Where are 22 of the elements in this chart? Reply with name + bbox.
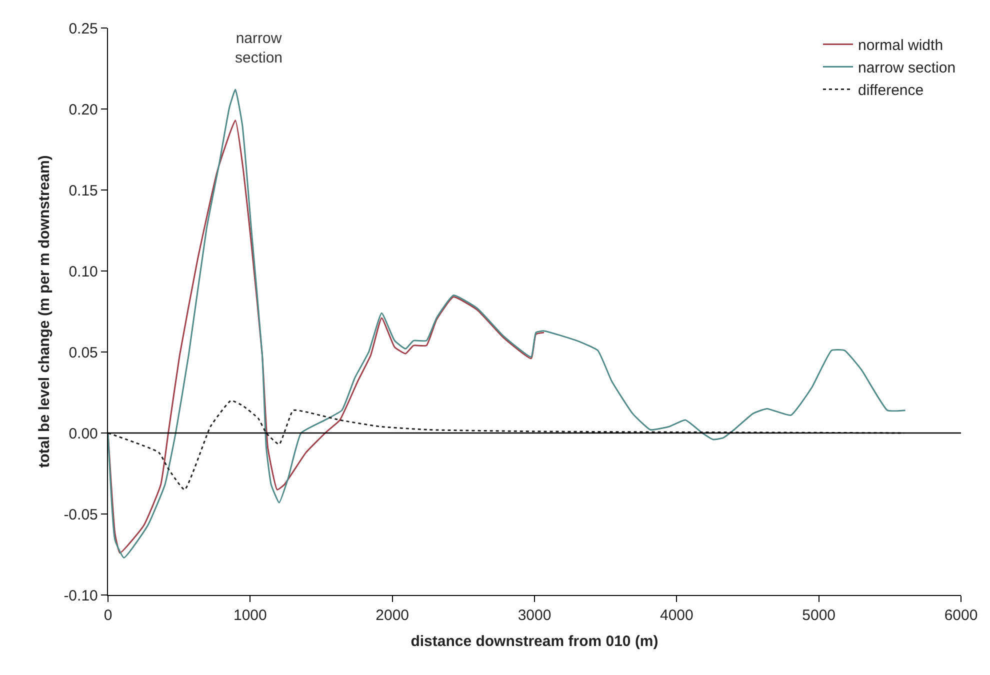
y-tick-label: 0.10 [68, 263, 98, 280]
x-tick-label: 0 [104, 607, 112, 624]
legend-label: difference [858, 82, 924, 100]
x-tick-label: 2000 [376, 607, 410, 624]
x-axis-title: distance downstream from 010 (m) [410, 633, 658, 650]
x-tick-label: 3000 [518, 607, 552, 624]
line-series [108, 120, 545, 554]
y-tick-label: -0.10 [64, 587, 98, 604]
x-tick-label: 1000 [233, 607, 267, 624]
y-tick-label: 0.00 [68, 425, 98, 442]
legend-label: normal width [858, 37, 944, 54]
annotation: narrow section [235, 30, 283, 66]
y-tick-label: 0.20 [68, 101, 98, 118]
x-tick-label: 4000 [660, 607, 694, 624]
x-tick-label: 5000 [802, 607, 836, 624]
legend-label: narrow section [858, 60, 956, 77]
y-tick-label: 0.05 [68, 344, 98, 362]
y-tick-label: 0.15 [68, 182, 98, 200]
x-tick-label: 6000 [944, 607, 978, 624]
y-axis-title: total be level change (m per m downstream) [36, 155, 53, 468]
y-tick-label: 0.25 [68, 20, 98, 38]
y-tick-label: -0.05 [64, 506, 98, 524]
